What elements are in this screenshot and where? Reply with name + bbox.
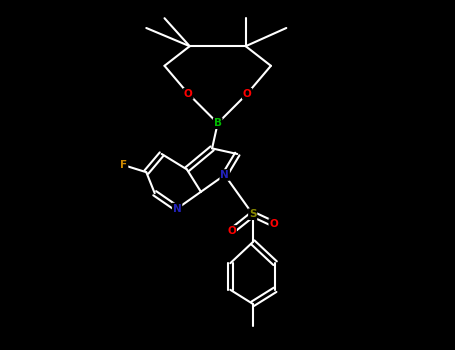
Text: O: O bbox=[243, 89, 252, 99]
Text: O: O bbox=[228, 226, 236, 236]
Text: O: O bbox=[269, 219, 278, 229]
Text: F: F bbox=[120, 160, 127, 170]
Text: B: B bbox=[214, 118, 222, 128]
Text: N: N bbox=[220, 170, 229, 180]
Text: S: S bbox=[249, 209, 257, 219]
Text: O: O bbox=[184, 89, 192, 99]
Text: N: N bbox=[173, 204, 182, 214]
